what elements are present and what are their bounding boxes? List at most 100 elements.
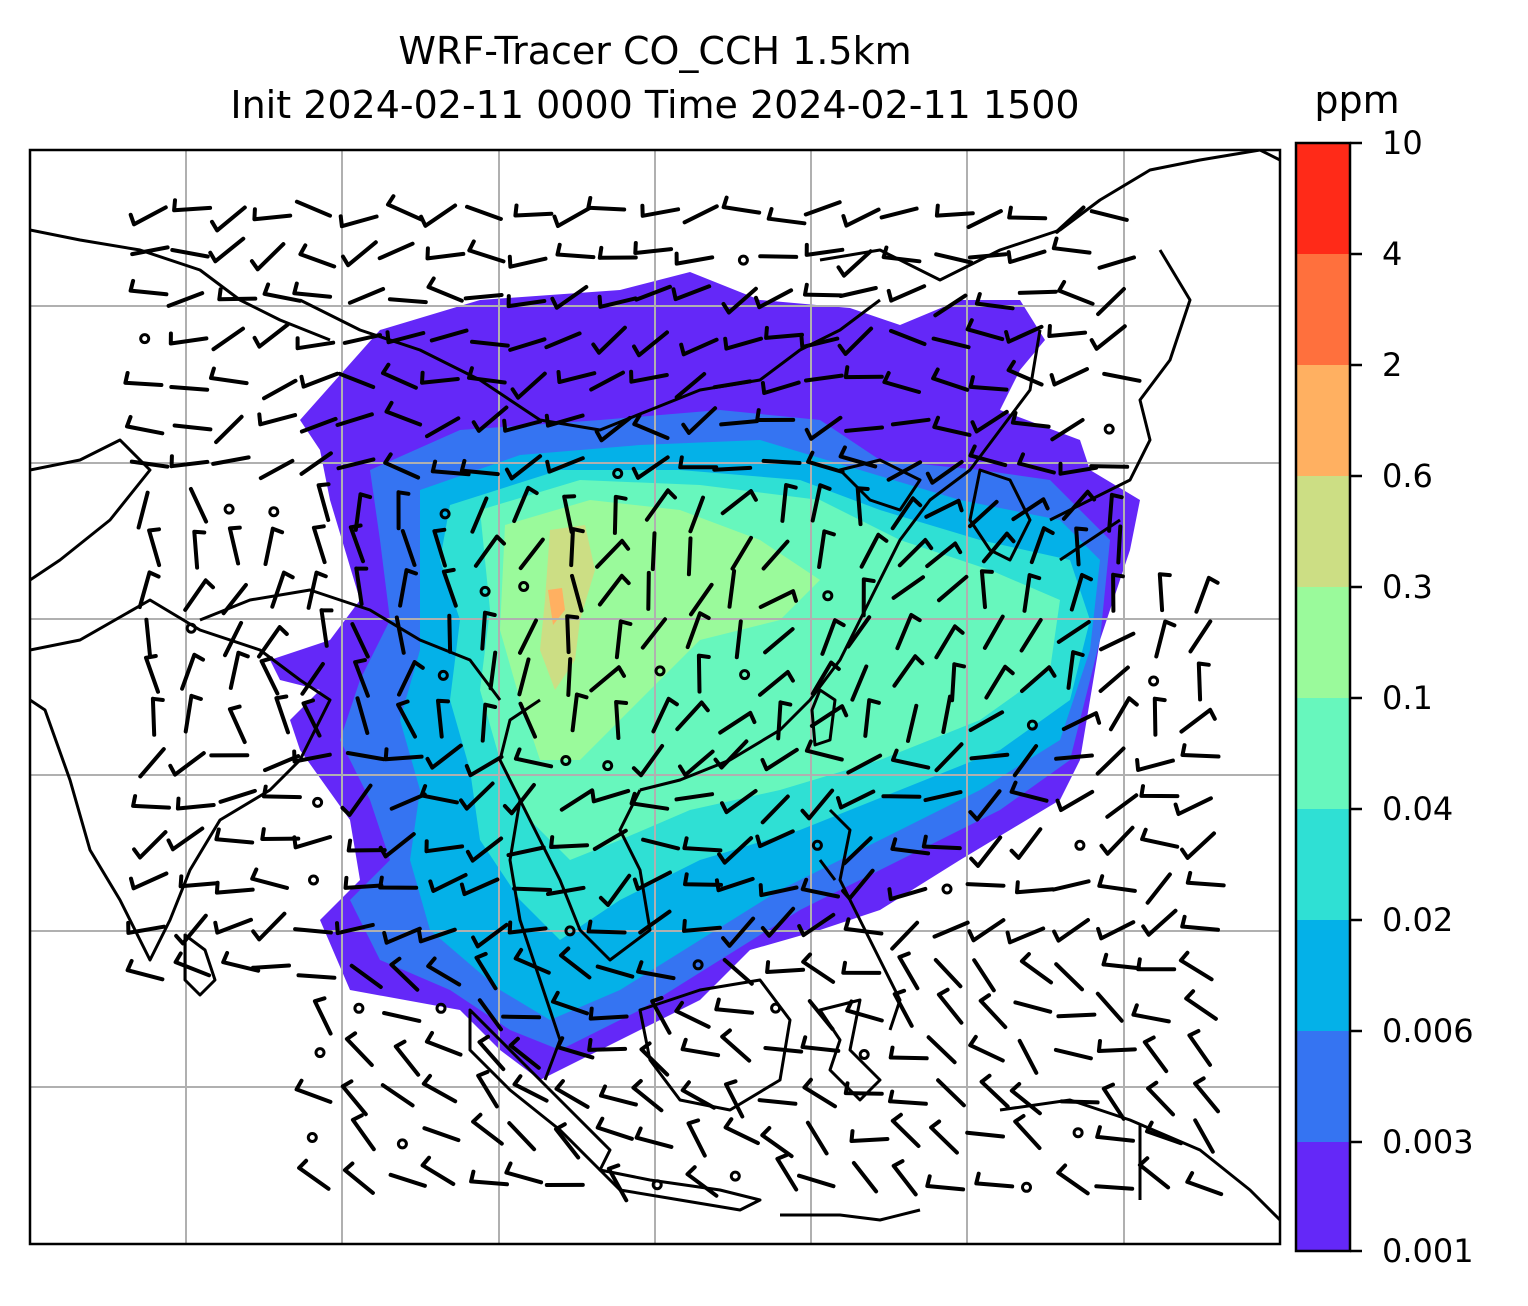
wind-barb [889, 328, 927, 346]
wind-barb [480, 610, 497, 651]
wind-barb [720, 1028, 752, 1063]
wind-barb [886, 284, 927, 303]
wind-barb [588, 1006, 629, 1021]
calm-wind-marker [941, 883, 953, 895]
calm-wind-marker [268, 506, 280, 518]
wind-barb [1061, 489, 1097, 521]
wind-barb [629, 791, 670, 811]
colorbar-tick-label: 4 [1382, 235, 1403, 273]
wind-barb [292, 835, 333, 850]
wind-barb [260, 827, 301, 841]
wind-barb [906, 703, 919, 743]
calm-wind-marker [564, 925, 576, 937]
wind-barb [801, 952, 836, 984]
wind-barb [300, 662, 325, 696]
wind-barb [597, 573, 631, 607]
wind-barb [595, 1116, 634, 1141]
wind-barb [846, 753, 883, 775]
wind-barb [214, 414, 244, 445]
wind-barb [1188, 619, 1213, 654]
wind-barb [1178, 950, 1214, 982]
wind-barb [298, 243, 337, 269]
wind-barb [594, 416, 632, 443]
calm-wind-marker [353, 1002, 365, 1014]
wind-barb [488, 650, 498, 691]
wind-barb [128, 278, 169, 297]
wind-barb [640, 203, 681, 218]
calm-wind-marker [437, 669, 449, 681]
wind-barb [646, 570, 651, 611]
wind-barb [471, 405, 509, 433]
wind-barb [480, 702, 498, 743]
wind-barb [417, 927, 457, 944]
wind-barb [886, 460, 923, 482]
calm-wind-marker [435, 1002, 447, 1014]
wind-barb [559, 788, 595, 812]
wind-barb [720, 489, 758, 516]
wind-barb [459, 458, 500, 477]
wind-barb [760, 1126, 794, 1159]
wind-barb [968, 789, 1002, 822]
wind-barb [890, 837, 931, 856]
wind-barb [810, 660, 841, 696]
wind-barb [510, 371, 547, 400]
wind-barb [1096, 287, 1126, 317]
colorbar-tick-label: 0.3 [1382, 568, 1433, 606]
wind-barb [1012, 744, 1039, 778]
wind-barb [631, 455, 670, 480]
wind-barb [879, 206, 919, 220]
calm-wind-marker [1103, 423, 1115, 435]
wind-barb [597, 294, 638, 309]
wind-barb [1131, 1003, 1171, 1024]
wind-barb [968, 375, 1009, 392]
wind-barb [476, 1069, 499, 1109]
wind-barb [1009, 780, 1049, 803]
wind-barb [612, 494, 628, 535]
wind-barb [1140, 827, 1180, 849]
wind-barb [343, 875, 384, 890]
wind-barb [688, 495, 705, 534]
wind-barb [1017, 1038, 1039, 1075]
colorbar-segment [1296, 698, 1350, 809]
wind-barb [1009, 827, 1043, 860]
coastline-sulawesi [818, 998, 882, 1102]
wind-barb [353, 658, 370, 698]
wind-barb [974, 1171, 1015, 1189]
wind-barb [598, 873, 632, 907]
wind-barb [1098, 665, 1130, 693]
wind-barb [846, 615, 872, 649]
wind-barb [723, 336, 763, 351]
wind-barb [384, 400, 423, 427]
calm-wind-marker [651, 1179, 663, 1191]
wind-barb [465, 836, 504, 863]
wind-barb [467, 366, 507, 385]
wind-barb [565, 614, 580, 655]
wind-barb [507, 920, 548, 935]
wind-barb [1137, 1156, 1171, 1190]
wind-barb [1097, 255, 1136, 270]
wind-barb [432, 527, 447, 568]
wind-barb [855, 486, 870, 527]
wind-barb [950, 662, 966, 703]
coastline-new-guinea [999, 1098, 1280, 1222]
wind-barb [342, 1161, 375, 1195]
wind-barb [638, 909, 672, 935]
wind-barb [347, 287, 386, 305]
wind-barb [430, 459, 471, 477]
wind-barb [477, 1034, 506, 1072]
wind-barb [1102, 371, 1142, 383]
wind-barb [1011, 497, 1050, 522]
wind-barb [518, 537, 545, 571]
wind-barb [1052, 918, 1090, 943]
wind-barb [1154, 619, 1177, 659]
wind-barb [508, 337, 547, 352]
wind-barb [804, 242, 845, 257]
wind-barb [223, 620, 244, 658]
wind-barb [841, 207, 881, 228]
wind-barb [714, 876, 755, 893]
wind-barb [1101, 952, 1142, 971]
coastline-lesser-sunda [780, 1208, 921, 1222]
wind-barb [130, 245, 170, 257]
wind-barb [1196, 661, 1211, 702]
wind-barb [590, 788, 631, 804]
